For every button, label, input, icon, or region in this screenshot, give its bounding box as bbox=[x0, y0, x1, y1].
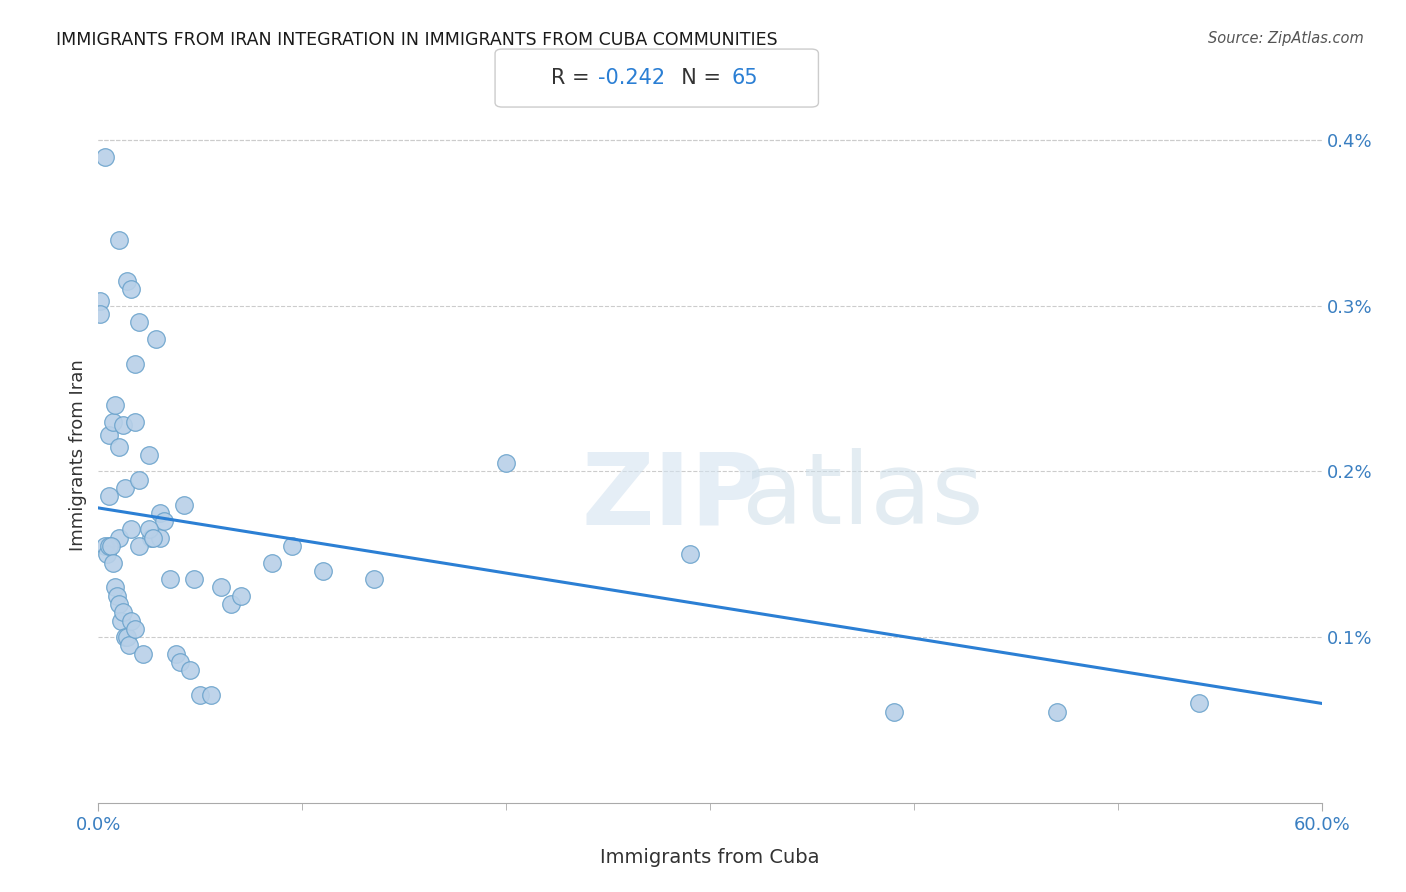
Point bbox=[142, 531, 165, 545]
Point bbox=[108, 233, 131, 247]
Y-axis label: Immigrants from Iran: Immigrants from Iran bbox=[69, 359, 87, 550]
Point bbox=[179, 663, 201, 677]
Point bbox=[111, 418, 134, 433]
Point bbox=[124, 357, 146, 371]
Point bbox=[93, 150, 115, 164]
Text: Source: ZipAtlas.com: Source: ZipAtlas.com bbox=[1208, 31, 1364, 46]
Point bbox=[138, 523, 160, 537]
Point bbox=[165, 647, 187, 661]
Point bbox=[104, 398, 127, 412]
Text: atlas: atlas bbox=[742, 448, 984, 545]
Point bbox=[100, 539, 122, 553]
Point bbox=[101, 556, 124, 570]
Point bbox=[97, 428, 120, 442]
Point bbox=[114, 630, 136, 644]
Point bbox=[124, 415, 146, 429]
Text: 65: 65 bbox=[731, 68, 758, 88]
Point bbox=[138, 448, 160, 462]
Point bbox=[97, 489, 120, 503]
Point bbox=[152, 514, 174, 528]
Point bbox=[120, 523, 142, 537]
Point bbox=[108, 531, 131, 545]
Point bbox=[128, 539, 150, 553]
Point bbox=[114, 481, 136, 495]
Text: IMMIGRANTS FROM IRAN INTEGRATION IN IMMIGRANTS FROM CUBA COMMUNITIES: IMMIGRANTS FROM IRAN INTEGRATION IN IMMI… bbox=[56, 31, 778, 49]
Point bbox=[1188, 697, 1211, 711]
Point bbox=[111, 605, 134, 619]
Point bbox=[128, 473, 150, 487]
Point bbox=[183, 572, 205, 586]
Point bbox=[363, 572, 385, 586]
Text: N =: N = bbox=[668, 68, 728, 88]
Point bbox=[132, 647, 155, 661]
Point bbox=[188, 688, 212, 702]
Point bbox=[200, 688, 222, 702]
Point bbox=[101, 415, 124, 429]
Point bbox=[679, 547, 702, 561]
Point bbox=[312, 564, 335, 578]
Point bbox=[110, 614, 132, 628]
Point bbox=[115, 630, 138, 644]
Point bbox=[281, 539, 304, 553]
Point bbox=[128, 315, 150, 329]
Point bbox=[96, 547, 118, 561]
Point bbox=[108, 440, 131, 454]
Point bbox=[120, 282, 142, 296]
Point bbox=[883, 705, 905, 719]
Text: ZIP: ZIP bbox=[582, 448, 765, 545]
Point bbox=[124, 622, 146, 636]
Point bbox=[169, 655, 191, 669]
Point bbox=[89, 293, 111, 308]
X-axis label: Immigrants from Cuba: Immigrants from Cuba bbox=[600, 848, 820, 867]
Text: R =: R = bbox=[551, 68, 596, 88]
Point bbox=[104, 581, 127, 595]
Point bbox=[149, 531, 172, 545]
Point bbox=[115, 274, 138, 288]
Point bbox=[145, 332, 167, 346]
Point bbox=[120, 614, 142, 628]
Point bbox=[260, 556, 283, 570]
Point bbox=[97, 539, 120, 553]
Point bbox=[141, 531, 163, 545]
Point bbox=[108, 597, 131, 611]
Point bbox=[118, 639, 141, 653]
Point bbox=[173, 498, 195, 512]
Point bbox=[89, 307, 111, 321]
Point bbox=[219, 597, 242, 611]
Point bbox=[149, 506, 172, 520]
Point bbox=[159, 572, 181, 586]
Point bbox=[105, 589, 128, 603]
Point bbox=[93, 539, 115, 553]
Text: -0.242: -0.242 bbox=[598, 68, 665, 88]
Point bbox=[231, 589, 253, 603]
Point bbox=[209, 581, 232, 595]
Point bbox=[495, 456, 517, 470]
Point bbox=[1045, 705, 1069, 719]
